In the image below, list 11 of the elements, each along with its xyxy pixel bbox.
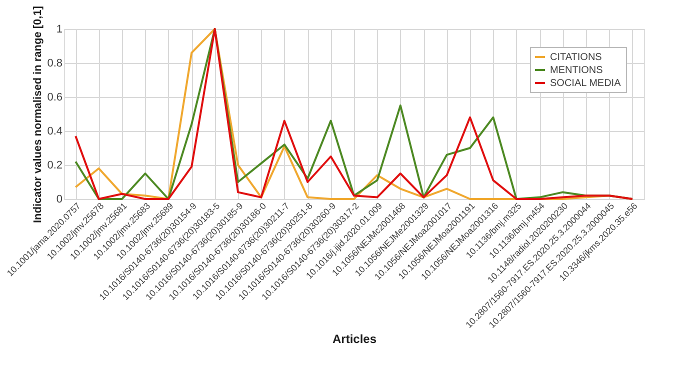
x-axis-title: Articles: [332, 332, 377, 346]
y-tick-label: 1: [56, 24, 62, 36]
y-tick-label: 0.6: [47, 92, 62, 104]
y-tick-label: 0.4: [47, 126, 62, 138]
line-series: [74, 28, 634, 200]
legend-label: MENTIONS: [550, 65, 604, 76]
y-tick-label: 0.2: [47, 160, 62, 172]
legend-label: CITATIONS: [550, 52, 602, 63]
y-tick-label: 0: [56, 194, 62, 206]
legend-label: SOCIAL MEDIA: [550, 78, 622, 89]
y-tick-label: 0.8: [47, 58, 62, 70]
